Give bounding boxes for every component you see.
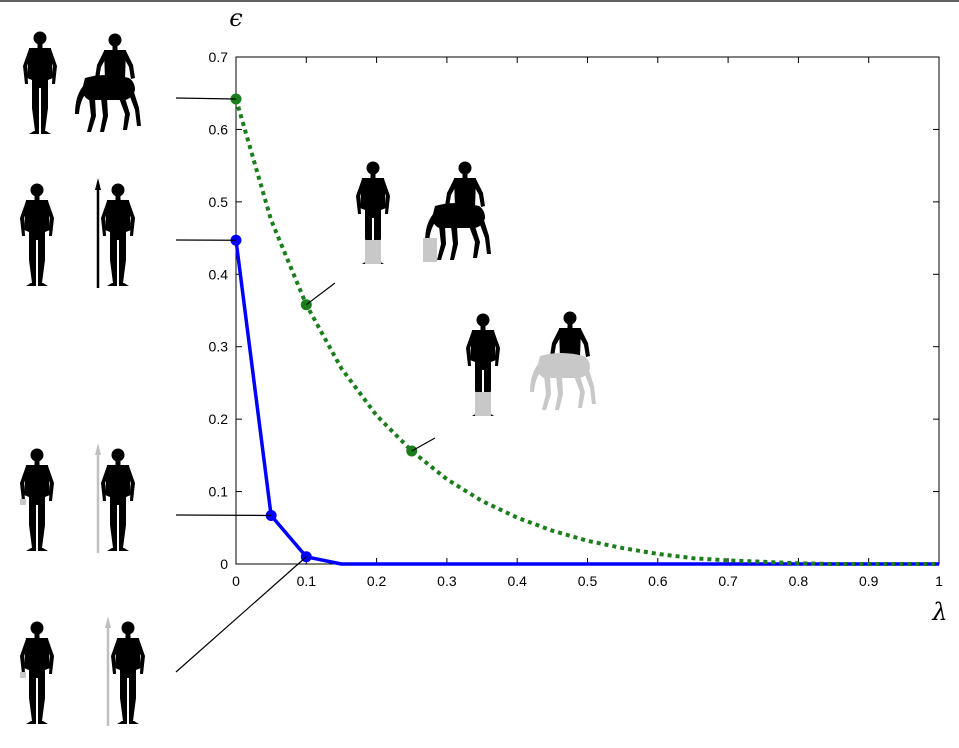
x-tick-label: 0.4	[507, 573, 527, 589]
centaur-horse-body-icon	[75, 75, 141, 132]
y-tick-label: 0.2	[209, 411, 229, 427]
series-1-line	[234, 98, 939, 566]
left-man-spearman-gray-spear-figures	[20, 441, 135, 555]
plot-area-frame	[235, 56, 940, 565]
inner-man-centaur-gray-body-figures	[466, 311, 596, 416]
gray-legs-overlay	[475, 392, 491, 416]
man-icon	[20, 183, 54, 286]
centaur-torso-icon	[95, 33, 135, 80]
y-tick-label: 0.4	[209, 266, 229, 282]
centaur-torso-icon	[550, 311, 590, 358]
spearman-icon	[101, 183, 135, 286]
centaur-torso-icon	[445, 161, 485, 208]
y-tick-label: 0.3	[209, 339, 229, 355]
x-tick-label: 0.2	[367, 573, 387, 589]
centaur-horse-body-icon	[530, 353, 596, 410]
left-man-spearman-figures	[20, 176, 135, 290]
left-man-spearman-gray-spear-2-figures	[20, 614, 145, 728]
y-tick-label: 0.6	[209, 121, 229, 137]
connector-line	[175, 97, 237, 100]
gray-hand-overlay	[20, 499, 26, 505]
y-tick-label: 0.5	[209, 194, 229, 210]
series-0-line	[234, 239, 939, 566]
x-tick-label: 0.8	[789, 573, 809, 589]
gray-legs-overlay	[365, 240, 381, 264]
connector-line	[411, 437, 436, 452]
x-tick-label: 0.9	[859, 573, 879, 589]
spearman-icon	[101, 448, 135, 551]
y-tick-label: 0.7	[209, 49, 229, 65]
connector-line	[175, 556, 307, 673]
spearman-icon	[111, 621, 145, 724]
x-tick-label: 0.1	[297, 573, 317, 589]
y-tick-label: 0	[220, 556, 228, 572]
left-man-centaur-figures	[23, 31, 141, 134]
inner-man-centaur-gray-legs-figures	[356, 161, 491, 264]
spear-icon	[93, 441, 103, 555]
x-tick-label: 1	[935, 573, 943, 589]
x-tick-label: 0.5	[578, 573, 598, 589]
x-axis-label: λ	[931, 598, 947, 626]
y-tick-label: 0.1	[209, 484, 229, 500]
spear-icon	[103, 614, 113, 728]
x-tick-label: 0	[232, 573, 240, 589]
connector-line	[305, 282, 336, 306]
x-tick-label: 0.6	[648, 573, 668, 589]
gray-hand-overlay	[20, 672, 26, 678]
spear-icon	[93, 176, 103, 290]
y-axis-label: ϵ	[229, 4, 242, 32]
gray-horse-legs-overlay	[423, 238, 437, 262]
x-tick-label: 0.3	[437, 573, 457, 589]
man-icon	[23, 31, 57, 134]
x-tick-label: 0.7	[718, 573, 738, 589]
